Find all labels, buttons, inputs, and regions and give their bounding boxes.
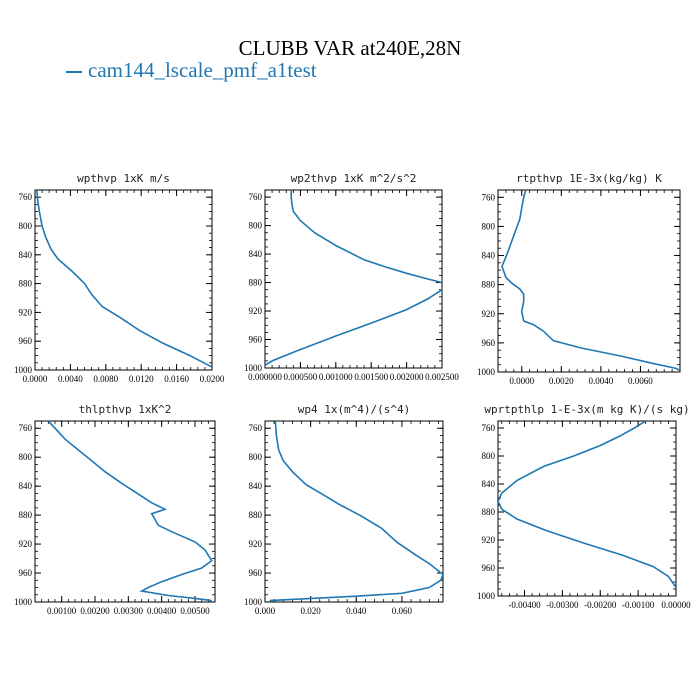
panel-4-ytick-label: 880 <box>19 510 33 520</box>
panel-2-ytick-label: 800 <box>249 221 263 231</box>
panel-2-xtick-label: 0.002500 <box>425 372 459 382</box>
panel-5-ytick-label: 760 <box>249 423 263 433</box>
panel-1-xtick-label: 0.0160 <box>164 374 189 384</box>
panel-5-ytick-label: 960 <box>249 568 263 578</box>
panel-6-series-line <box>498 421 676 589</box>
panel-6-ytick-label: 840 <box>482 479 496 489</box>
panel-4-frame <box>34 420 216 603</box>
panel-3-ytick-label: 880 <box>482 280 496 290</box>
panel-4-title: thlpthvp 1xK^2 <box>79 403 172 416</box>
panel-2-xtick-label: 0.002000 <box>390 372 424 382</box>
panel-5-ytick-label: 800 <box>249 452 263 462</box>
panel-4-xtick-label: 0.00300 <box>114 606 144 616</box>
panel-3-ytick-label: 760 <box>482 192 496 202</box>
panel-1-ytick-label: 960 <box>19 336 33 346</box>
panel-1-title: wpthvp 1xK m/s <box>77 172 170 185</box>
panel-6-xtick-label: -0.00100 <box>622 600 655 610</box>
panel-3-ytick-label: 960 <box>482 338 496 348</box>
panel-4-xtick-label: 0.00200 <box>80 606 110 616</box>
panel-6-ytick-label: 1000 <box>477 591 496 601</box>
panel-3-ytick-label: 1000 <box>477 367 496 377</box>
panel-1-series-line <box>36 190 212 368</box>
panel-6-ytick-label: 760 <box>482 423 496 433</box>
panel-1-xtick-label: 0.0040 <box>58 374 83 384</box>
panel-4-ytick-label: 800 <box>19 452 33 462</box>
panel-1-ytick-label: 920 <box>19 307 33 317</box>
panel-3-ytick-label: 800 <box>482 221 496 231</box>
legend-line-swatch <box>66 71 82 74</box>
panel-1-ytick-label: 1000 <box>14 365 33 375</box>
panel-2-frame <box>264 189 443 369</box>
panel-5-frame <box>264 420 444 603</box>
panel-5-ytick-label: 840 <box>249 481 263 491</box>
panel-4-ytick-label: 1000 <box>14 597 33 607</box>
panel-6-xtick-label: -0.00300 <box>546 600 579 610</box>
panel-4-ytick-label: 920 <box>19 539 33 549</box>
panel-4-ytick-label: 760 <box>19 423 33 433</box>
panel-4-ytick-label: 840 <box>19 481 33 491</box>
panel-3-xtick-label: 0.0040 <box>588 376 613 386</box>
legend-label: cam144_lscale_pmf_a1test <box>88 58 317 82</box>
panel-3-ytick-label: 920 <box>482 309 496 319</box>
panel-2-xtick-label: 0.000500 <box>284 372 318 382</box>
panel-1-ytick-label: 880 <box>19 279 33 289</box>
panel-2-ytick-label: 760 <box>249 192 263 202</box>
panel-2-xtick-label: 0.001000 <box>319 372 353 382</box>
panel-6-xtick-label: 0.00000 <box>661 600 691 610</box>
panel-5-xtick-label: 0.040 <box>346 606 367 616</box>
panel-4-xtick-label: 0.00500 <box>180 606 210 616</box>
panel-6-xtick-label: -0.00200 <box>584 600 617 610</box>
panel-3-xtick-label: 0.0020 <box>549 376 574 386</box>
panel-3-frame <box>497 189 681 373</box>
panel-6-ytick-label: 920 <box>482 535 496 545</box>
panel-6-ytick-label: 880 <box>482 507 496 517</box>
panel-2-series-line <box>265 190 442 366</box>
panel-3-ytick-label: 840 <box>482 251 496 261</box>
panel-3-xtick-label: 0.0000 <box>509 376 534 386</box>
panel-5-series-line <box>269 421 443 602</box>
panel-1-ytick-label: 800 <box>19 221 33 231</box>
panel-3-xtick-label: 0.0060 <box>628 376 653 386</box>
panel-1-frame <box>34 189 213 371</box>
panel-2-xtick-label: 0.000000 <box>248 372 282 382</box>
panel-1-xtick-label: 0.0000 <box>23 374 48 384</box>
panel-1-xtick-label: 0.0080 <box>93 374 118 384</box>
panel-4-ytick-label: 960 <box>19 568 33 578</box>
panel-2-xtick-label: 0.001500 <box>354 372 388 382</box>
panel-5-xtick-label: 0.060 <box>392 606 413 616</box>
panel-1-xtick-label: 0.0200 <box>200 374 225 384</box>
panel-1-ytick-label: 760 <box>19 192 33 202</box>
panel-4-series-line <box>47 421 213 602</box>
panel-5-title: wp4 1x(m^4)/(s^4) <box>298 403 411 416</box>
legend-entry: cam144_lscale_pmf_a1test <box>66 58 317 83</box>
panel-5-ytick-label: 880 <box>249 510 263 520</box>
panel-5-ytick-label: 1000 <box>244 597 263 607</box>
panel-2-ytick-label: 1000 <box>244 363 263 373</box>
panel-6-title: wprtpthlp 1-E-3x(m kg K)/(s kg) <box>484 403 689 416</box>
panel-3-title: rtpthvp 1E-3x(kg/kg) K <box>516 172 662 185</box>
panel-6-ytick-label: 960 <box>482 563 496 573</box>
panel-1-xtick-label: 0.0120 <box>129 374 154 384</box>
panel-2-title: wp2thvp 1xK m^2/s^2 <box>291 172 417 185</box>
panel-6-ytick-label: 800 <box>482 451 496 461</box>
panel-2-ytick-label: 840 <box>249 249 263 259</box>
panel-2-ytick-label: 920 <box>249 306 263 316</box>
panel-5-xtick-label: 0.000 <box>255 606 276 616</box>
panel-5-ytick-label: 920 <box>249 539 263 549</box>
panel-5-xtick-label: 0.020 <box>301 606 322 616</box>
figure-title: CLUBB VAR at240E,28N <box>238 36 462 60</box>
panel-2-ytick-label: 880 <box>249 278 263 288</box>
panel-4-xtick-label: 0.00100 <box>47 606 77 616</box>
panel-1-ytick-label: 840 <box>19 250 33 260</box>
panel-4-xtick-label: 0.00400 <box>147 606 177 616</box>
panel-3-series-line <box>501 190 680 372</box>
panel-2-ytick-label: 960 <box>249 335 263 345</box>
panel-6-xtick-label: -0.00400 <box>508 600 541 610</box>
panel-6-frame <box>497 420 677 597</box>
